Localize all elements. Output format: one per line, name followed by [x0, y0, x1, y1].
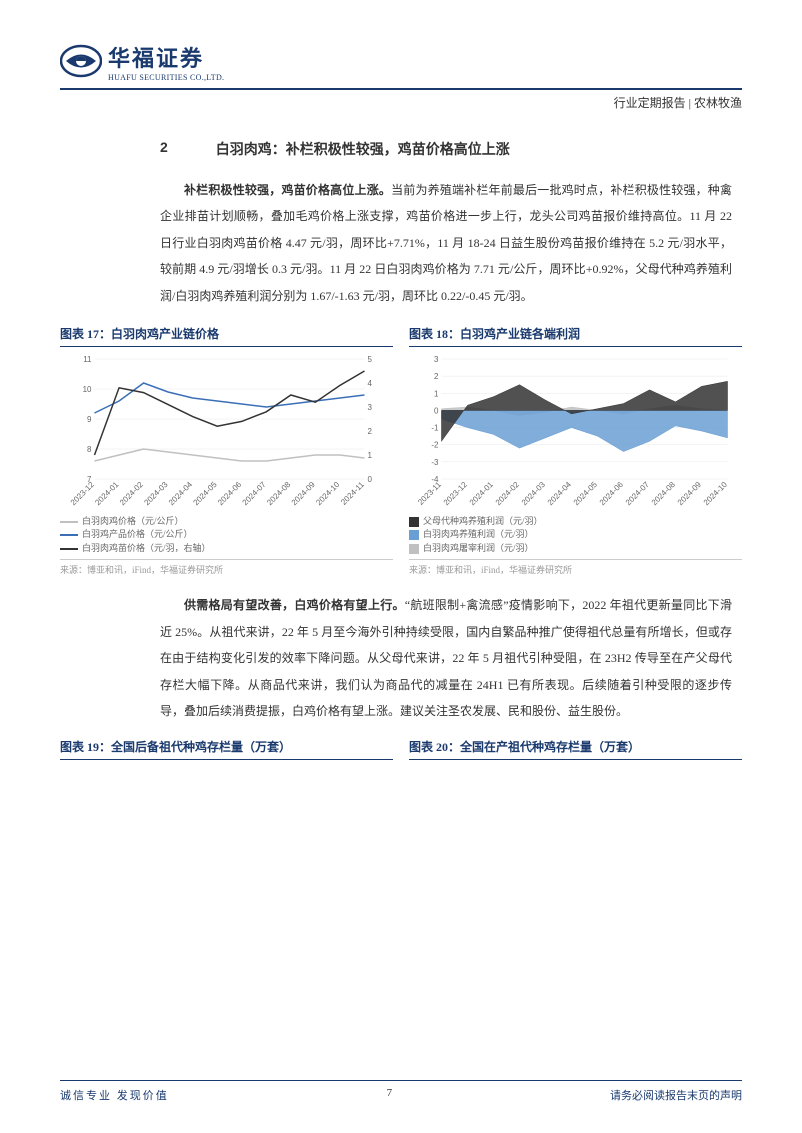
svg-text:2024-04: 2024-04 — [167, 480, 195, 508]
chart-17-source: 来源：博亚和讯，iFind，华福证券研究所 — [60, 559, 393, 576]
legend-item: 父母代种鸡养殖利润（元/羽） — [409, 515, 742, 529]
svg-text:-1: -1 — [431, 424, 439, 433]
chart-19-title: 图表 19：全国后备祖代种鸡存栏量（万套） — [60, 738, 393, 760]
legend-item: 白羽肉鸡价格（元/公斤） — [60, 515, 393, 529]
svg-text:2024-10: 2024-10 — [702, 480, 730, 508]
footer-left: 诚信专业 发现价值 — [60, 1087, 169, 1103]
legend-item: 白羽肉鸡苗价格（元/羽，右轴） — [60, 542, 393, 556]
page-footer: 诚信专业 发现价值 7 请务必阅读报告末页的声明 — [60, 1080, 742, 1103]
svg-text:2: 2 — [434, 372, 439, 381]
chart-18-legend: 父母代种鸡养殖利润（元/羽）白羽肉鸡养殖利润（元/羽）白羽肉鸡屠宰利润（元/羽） — [409, 515, 742, 556]
chart-17-svg: 78910110123452023-122024-012024-022024-0… — [60, 353, 393, 513]
svg-text:0: 0 — [434, 406, 439, 415]
chart-20: 图表 20：全国在产祖代种鸡存栏量（万套） — [409, 738, 742, 766]
footer-right: 请务必阅读报告末页的声明 — [610, 1087, 742, 1103]
svg-text:5: 5 — [368, 355, 373, 364]
brand-name-cn: 华福证券 — [108, 41, 224, 73]
chart-18-title: 图表 18：白羽鸡产业链各端利润 — [409, 325, 742, 347]
svg-text:2023-11: 2023-11 — [416, 480, 443, 507]
svg-text:2024-06: 2024-06 — [598, 480, 626, 508]
svg-text:2024-09: 2024-09 — [290, 480, 318, 508]
chart-20-title: 图表 20：全国在产祖代种鸡存栏量（万套） — [409, 738, 742, 760]
page-header: 华福证券 HUAFU SECURITIES CO.,LTD. — [60, 40, 742, 90]
paragraph-1: 补栏积极性较强，鸡苗价格高位上涨。当前为养殖端补栏年前最后一批鸡时点，补栏积极性… — [160, 177, 732, 309]
chart-19: 图表 19：全国后备祖代种鸡存栏量（万套） — [60, 738, 393, 766]
svg-text:1: 1 — [368, 451, 373, 460]
svg-text:11: 11 — [83, 355, 92, 364]
svg-text:2: 2 — [368, 427, 373, 436]
svg-text:3: 3 — [368, 403, 373, 412]
svg-text:1: 1 — [434, 389, 439, 398]
svg-text:2024-08: 2024-08 — [650, 480, 678, 508]
svg-text:4: 4 — [368, 379, 373, 388]
section-heading: 2 白羽肉鸡：补栏积极性较强，鸡苗价格高位上涨 — [160, 139, 742, 159]
svg-text:2024-05: 2024-05 — [192, 480, 220, 508]
svg-text:9: 9 — [87, 415, 92, 424]
svg-text:2024-07: 2024-07 — [241, 480, 269, 508]
chart-18-svg: -4-3-2-101232023-112023-122024-012024-02… — [409, 353, 742, 513]
svg-text:2024-05: 2024-05 — [572, 480, 600, 508]
svg-text:2024-01: 2024-01 — [468, 480, 496, 508]
chart-18-source: 来源：博亚和讯，iFind，华福证券研究所 — [409, 559, 742, 576]
logo-icon — [60, 40, 102, 82]
svg-text:2023-12: 2023-12 — [442, 480, 470, 508]
svg-text:3: 3 — [434, 355, 439, 364]
para1-lead: 补栏积极性较强，鸡苗价格高位上涨。 — [184, 183, 391, 197]
brand-logo: 华福证券 HUAFU SECURITIES CO.,LTD. — [60, 40, 224, 82]
section-number: 2 — [160, 139, 168, 159]
svg-text:-3: -3 — [431, 458, 439, 467]
svg-text:2024-03: 2024-03 — [142, 480, 170, 508]
chart-17-legend: 白羽肉鸡价格（元/公斤）白羽鸡产品价格（元/公斤）白羽肉鸡苗价格（元/羽，右轴） — [60, 515, 393, 556]
header-category: 行业定期报告 | 农林牧渔 — [60, 94, 742, 111]
chart-18: 图表 18：白羽鸡产业链各端利润 -4-3-2-101232023-112023… — [409, 325, 742, 577]
legend-item: 白羽鸡产品价格（元/公斤） — [60, 528, 393, 542]
svg-text:-2: -2 — [431, 441, 439, 450]
para2-body: “航班限制+禽流感”疫情影响下，2022 年祖代更新量同比下滑近 25%。从祖代… — [160, 598, 732, 718]
svg-text:10: 10 — [83, 385, 92, 394]
legend-item: 白羽肉鸡屠宰利润（元/羽） — [409, 542, 742, 556]
footer-page: 7 — [387, 1087, 393, 1103]
legend-item: 白羽肉鸡养殖利润（元/羽） — [409, 528, 742, 542]
svg-text:2024-10: 2024-10 — [314, 480, 342, 508]
svg-text:2024-02: 2024-02 — [494, 480, 522, 508]
svg-text:8: 8 — [87, 445, 92, 454]
section-title: 白羽肉鸡：补栏积极性较强，鸡苗价格高位上涨 — [216, 139, 510, 159]
para1-body: 当前为养殖端补栏年前最后一批鸡时点，补栏积极性较强，种禽企业排苗计划顺畅，叠加毛… — [160, 183, 732, 303]
svg-text:2024-08: 2024-08 — [265, 480, 293, 508]
svg-text:2024-11: 2024-11 — [339, 480, 366, 507]
paragraph-2: 供需格局有望改善，白鸡价格有望上行。“航班限制+禽流感”疫情影响下，2022 年… — [160, 592, 732, 724]
para2-lead: 供需格局有望改善，白鸡价格有望上行。 — [184, 598, 405, 612]
chart-17: 图表 17：白羽肉鸡产业链价格 78910110123452023-122024… — [60, 325, 393, 577]
svg-text:2024-04: 2024-04 — [546, 480, 574, 508]
svg-text:2024-06: 2024-06 — [216, 480, 244, 508]
svg-text:0: 0 — [368, 475, 373, 484]
svg-text:2024-03: 2024-03 — [520, 480, 548, 508]
chart-17-title: 图表 17：白羽肉鸡产业链价格 — [60, 325, 393, 347]
brand-name-en: HUAFU SECURITIES CO.,LTD. — [108, 73, 224, 82]
svg-text:2024-02: 2024-02 — [118, 480, 146, 508]
svg-text:2024-09: 2024-09 — [676, 480, 704, 508]
svg-text:2023-12: 2023-12 — [69, 480, 97, 508]
svg-text:2024-01: 2024-01 — [93, 480, 121, 508]
svg-text:2024-07: 2024-07 — [624, 480, 652, 508]
